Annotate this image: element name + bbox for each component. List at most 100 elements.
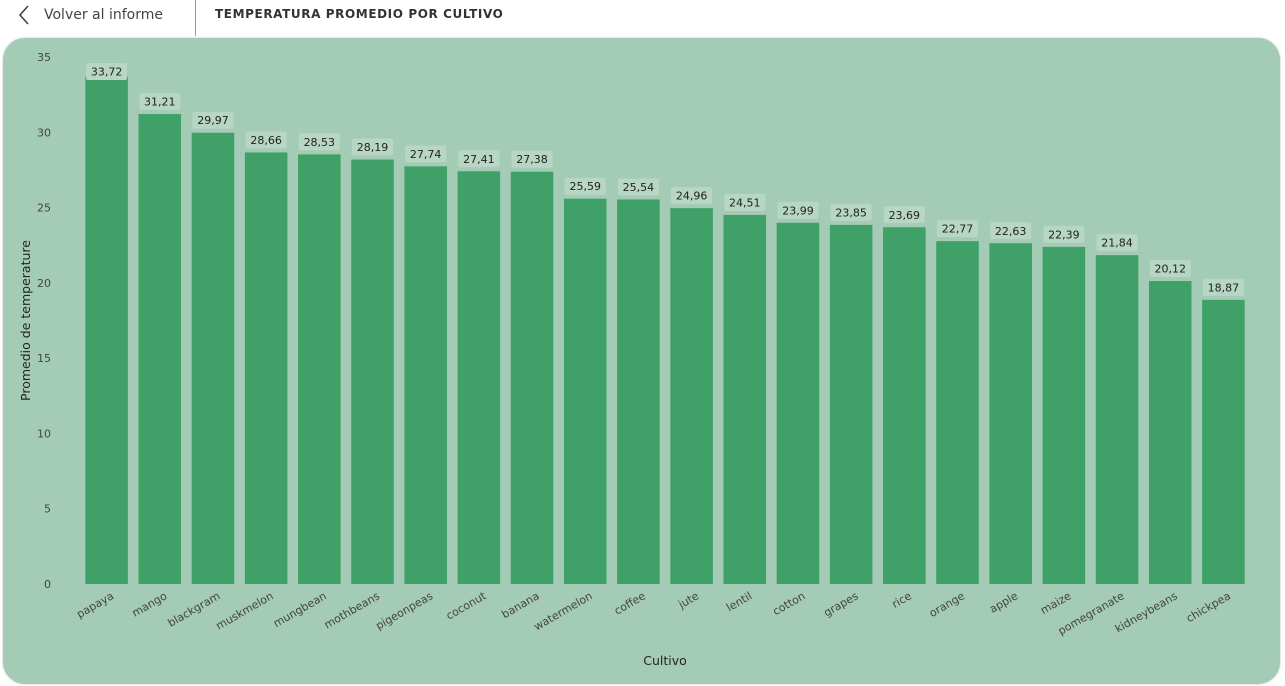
x-tick-label: lentil (724, 589, 754, 614)
y-tick-label: 5 (44, 503, 51, 516)
back-label: Volver al informe (44, 7, 163, 23)
bar-watermelon[interactable] (563, 198, 607, 584)
y-tick-label: 25 (37, 202, 51, 215)
x-tick-label: chickpea (1184, 589, 1233, 625)
chart-card: 0 5 10 15 20 25 30 35 Promedio de temperature Cul… (3, 38, 1280, 684)
x-tick-label: rice (890, 589, 914, 611)
bar-blackgram[interactable] (191, 132, 235, 584)
data-label: 28,19 (357, 141, 389, 154)
x-tick-label: cotton (771, 589, 808, 618)
bar-apple[interactable] (989, 243, 1032, 585)
data-label: 31,21 (144, 96, 176, 109)
x-tick-label: jute (675, 589, 701, 611)
data-label: 22,39 (1048, 228, 1080, 241)
y-tick-label: 0 (44, 578, 51, 591)
bar-pigeonpeas[interactable] (404, 166, 447, 584)
data-label: 33,72 (91, 66, 123, 79)
y-axis-title: Promedio de temperature (18, 240, 33, 401)
data-label: 28,53 (304, 136, 336, 149)
bar-mungbean[interactable] (298, 154, 341, 584)
data-label-bg (458, 150, 500, 168)
data-label-bg (830, 203, 872, 221)
bar-chart: 0 5 10 15 20 25 30 35 Promedio de temperature Cul… (18, 51, 1245, 668)
bar-jute[interactable] (670, 208, 713, 585)
data-label-bg (937, 220, 978, 238)
bar-lentil[interactable] (723, 214, 767, 584)
bar-papaya[interactable] (85, 76, 128, 585)
page-title: TEMPERATURA PROMEDIO POR CULTIVO (215, 7, 504, 21)
x-tick-label: grapes (821, 589, 860, 619)
x-tick-label: mango (130, 589, 170, 619)
report-header: Volver al informe TEMPERATURA PROMEDIO P… (0, 0, 1285, 36)
data-label: 27,74 (410, 148, 442, 161)
bar-chickpea[interactable] (1202, 299, 1245, 584)
y-tick-label: 20 (37, 277, 51, 290)
y-tick-label: 10 (37, 427, 51, 440)
bar-coconut[interactable] (457, 171, 501, 585)
bar-rice[interactable] (883, 227, 926, 585)
data-label-bg (245, 131, 287, 149)
data-label-bg (1096, 234, 1138, 252)
x-axis-title: Cultivo (643, 653, 687, 668)
data-label: 21,84 (1101, 237, 1133, 250)
data-label: 23,99 (782, 204, 814, 217)
x-tick-label: mungbean (271, 589, 329, 630)
data-label: 27,41 (463, 153, 495, 166)
chevron-left-icon (18, 4, 30, 26)
bar-grapes[interactable] (829, 224, 873, 584)
data-label-bg (352, 138, 393, 156)
data-label-bg (139, 93, 181, 111)
header-divider (195, 0, 196, 36)
x-tick-label: papaya (74, 589, 116, 621)
data-label: 23,85 (835, 206, 867, 219)
bar-muskmelon[interactable] (244, 152, 288, 584)
data-label: 29,97 (197, 114, 229, 127)
data-label: 28,66 (250, 134, 282, 147)
x-tick-label: pigeonpeas (373, 589, 435, 632)
data-label-bg (883, 206, 925, 224)
bar-cotton[interactable] (776, 222, 820, 584)
x-tick-label: maize (1038, 589, 1073, 617)
data-label-bg (617, 178, 659, 196)
data-label-bg (86, 63, 128, 80)
data-label-bg (1043, 225, 1085, 243)
data-label: 18,87 (1208, 281, 1240, 294)
y-tick-label: 15 (37, 352, 51, 365)
bar-pomegranate[interactable] (1095, 255, 1139, 585)
data-label: 25,54 (623, 181, 655, 194)
bar-coffee[interactable] (617, 199, 660, 585)
data-label-bg (1202, 278, 1244, 296)
x-tick-label: watermelon (532, 589, 595, 633)
back-to-report-button[interactable]: Volver al informe (18, 0, 163, 30)
data-label: 23,69 (889, 209, 921, 222)
bar-banana[interactable] (510, 171, 554, 585)
data-label-bg (192, 111, 234, 129)
data-label: 27,38 (516, 153, 548, 166)
x-tick-label: apple (987, 589, 1020, 616)
data-label-bg (511, 150, 553, 168)
bar-kidneybeans[interactable] (1148, 281, 1192, 584)
x-tick-label: orange (927, 589, 967, 620)
x-tick-label: muskmelon (214, 589, 276, 632)
bar-mothbeans[interactable] (351, 159, 394, 584)
x-tick-label: coconut (444, 589, 489, 623)
data-label: 25,59 (569, 180, 601, 193)
y-tick-label: 35 (37, 51, 51, 64)
x-tick-label: coffee (612, 589, 648, 617)
x-tick-label: banana (499, 589, 541, 621)
data-label-bg (564, 177, 606, 195)
data-label: 24,51 (729, 196, 761, 209)
data-label-bg (298, 133, 340, 151)
data-label: 20,12 (1154, 263, 1186, 276)
data-label-bg (724, 193, 766, 211)
data-label-bg (990, 222, 1032, 240)
data-label: 22,77 (942, 223, 974, 236)
x-tick-label: mothbeans (322, 589, 382, 631)
bar-orange[interactable] (936, 241, 979, 584)
data-label-bg (405, 145, 447, 163)
data-label: 24,96 (676, 190, 708, 203)
y-tick-label: 30 (37, 126, 51, 139)
bar-maize[interactable] (1042, 246, 1086, 584)
data-label-bg (1149, 260, 1191, 278)
bar-mango[interactable] (138, 114, 182, 584)
